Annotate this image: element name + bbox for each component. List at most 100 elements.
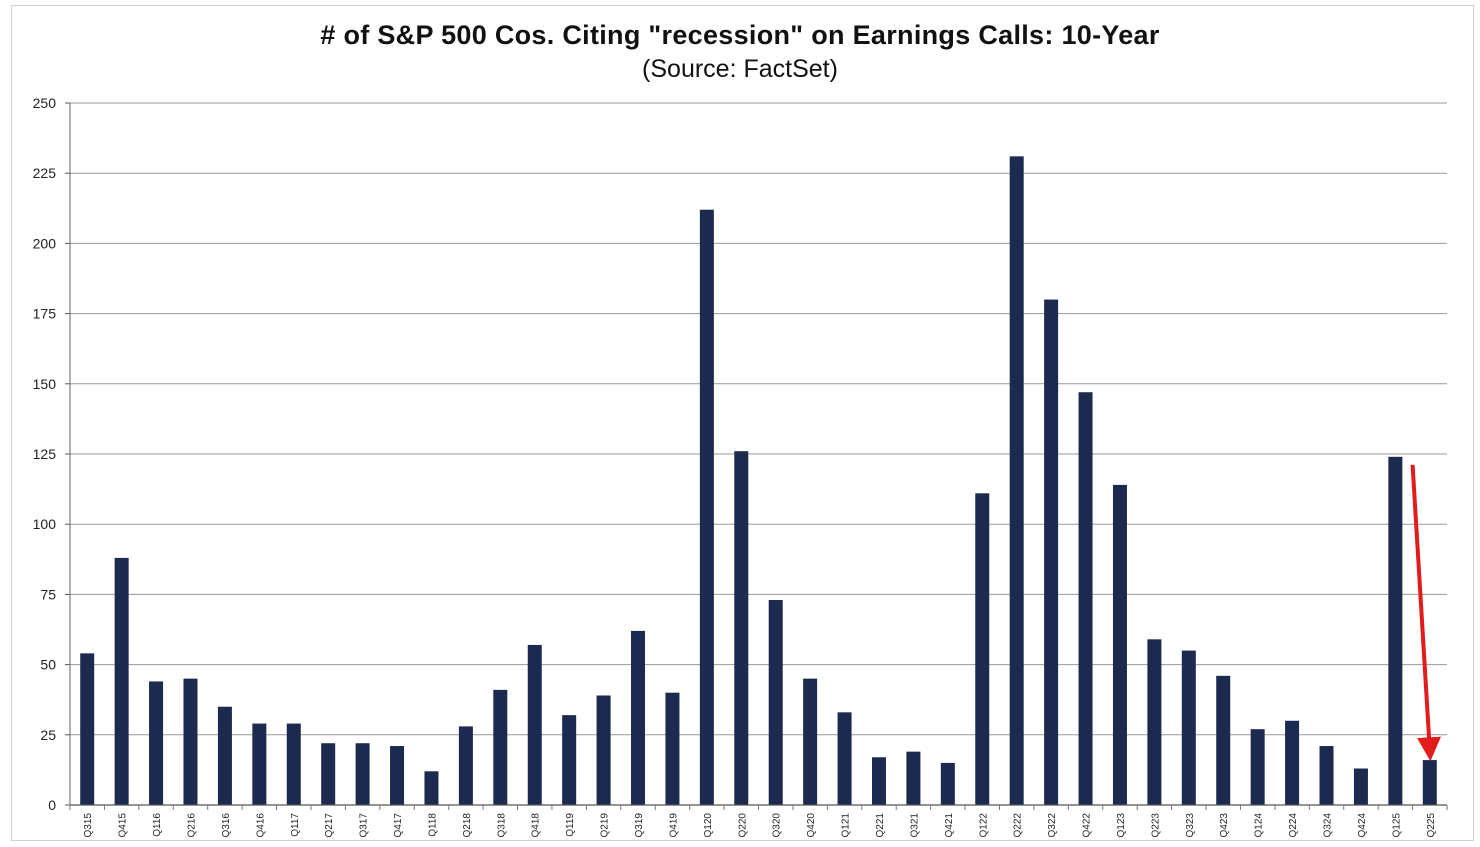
- bar-q318: [493, 689, 508, 805]
- bar-q416: [252, 723, 267, 805]
- x-tick-label: Q123: [1116, 813, 1127, 838]
- bar-q125: [1388, 456, 1403, 805]
- bar-q222: [1009, 156, 1024, 806]
- bar-q322: [1044, 299, 1059, 805]
- y-tick-label: 225: [33, 165, 57, 181]
- chart-subtitle: (Source: FactSet): [642, 55, 838, 83]
- x-tick-label: Q418: [531, 813, 542, 838]
- chart-title: # of S&P 500 Cos. Citing "recession" on …: [320, 20, 1160, 50]
- bar-q421: [940, 762, 955, 805]
- bar-q117: [286, 723, 301, 805]
- y-tick-label: 25: [40, 727, 56, 743]
- x-tick-label: Q222: [1013, 813, 1024, 838]
- x-tick-label: Q319: [634, 813, 645, 838]
- x-tick-label: Q322: [1047, 813, 1058, 838]
- x-tick-label: Q223: [1150, 813, 1161, 838]
- x-tick-label: Q220: [737, 813, 748, 838]
- bar-q219: [596, 695, 611, 805]
- bar-q420: [803, 678, 818, 805]
- x-tick-label: Q124: [1254, 813, 1265, 838]
- bar-q225: [1422, 760, 1437, 805]
- x-tick-label: Q121: [841, 813, 852, 838]
- x-tick-label: Q424: [1357, 813, 1368, 838]
- bar-q419: [665, 692, 680, 805]
- bar-q422: [1078, 392, 1093, 805]
- decline-arrow: [1410, 464, 1441, 762]
- x-tick-label: Q321: [909, 813, 920, 838]
- gridlines: [70, 102, 1447, 806]
- x-tick-label: Q117: [290, 813, 301, 837]
- x-tick-label: Q125: [1391, 813, 1402, 838]
- x-tick-label: Q219: [600, 813, 611, 838]
- bar-q223: [1147, 639, 1162, 805]
- bar-q418: [527, 644, 542, 805]
- x-tick-label: Q224: [1288, 813, 1299, 838]
- x-tick-label: Q419: [668, 813, 679, 838]
- x-tick-label: Q317: [359, 813, 370, 838]
- x-tick-label: Q415: [118, 813, 129, 838]
- x-tick-label: Q218: [462, 813, 473, 838]
- x-tick-label: Q315: [83, 813, 94, 838]
- y-tick-label: 100: [33, 516, 57, 532]
- y-tick-label: 250: [33, 95, 57, 111]
- x-tick-label: Q323: [1185, 813, 1196, 838]
- bar-q116: [149, 681, 164, 805]
- x-tick-label: Q221: [875, 813, 886, 838]
- y-tick-label: 75: [40, 586, 56, 602]
- x-tick-label: Q324: [1323, 813, 1334, 838]
- bar-q224: [1285, 720, 1300, 805]
- x-tick-label: Q417: [393, 813, 404, 838]
- x-tick-label: Q116: [152, 813, 163, 837]
- y-tick-label: 125: [33, 446, 57, 462]
- bar-q220: [734, 451, 749, 805]
- y-tick-label: 200: [33, 235, 57, 251]
- bar-q121: [837, 712, 852, 805]
- bar-q221: [871, 757, 886, 805]
- x-tick-label: Q318: [496, 813, 507, 838]
- x-tick-label: Q416: [255, 813, 266, 838]
- x-tick-label: Q423: [1219, 813, 1230, 838]
- bar-q119: [562, 715, 577, 805]
- bar-q423: [1216, 675, 1231, 805]
- bar-q321: [906, 751, 921, 805]
- bar-q317: [355, 743, 370, 805]
- bar-q123: [1112, 484, 1127, 805]
- x-tick-label: Q118: [427, 813, 438, 837]
- x-tick-label: Q422: [1082, 813, 1093, 838]
- x-tick-label: Q421: [944, 813, 955, 838]
- x-tick-label: Q122: [978, 813, 989, 838]
- bar-q319: [631, 630, 646, 805]
- x-tick-label: Q217: [324, 813, 335, 838]
- y-tick-label: 0: [48, 797, 56, 813]
- x-tick-label: Q320: [772, 813, 783, 838]
- axes: 0 25 50 75 100 125 150 175 200 225 250 Q315 Q415 Q116…: [33, 95, 1448, 838]
- bar-q315: [80, 653, 95, 805]
- y-tick-label: 175: [33, 306, 57, 322]
- y-tick-label: 50: [40, 657, 56, 673]
- chart-frame: [11, 5, 1474, 841]
- x-tick-label: Q420: [806, 813, 817, 838]
- bar-q320: [768, 600, 783, 805]
- bar-q217: [321, 743, 336, 805]
- x-tick-label: Q225: [1426, 813, 1437, 838]
- bar-q218: [458, 726, 473, 805]
- bar-q124: [1250, 729, 1265, 805]
- bar-q323: [1181, 650, 1196, 805]
- bar-q324: [1319, 746, 1334, 805]
- x-tick-label: Q119: [565, 813, 576, 837]
- x-tick-label: Q120: [703, 813, 714, 838]
- x-tick-label: Q216: [186, 813, 197, 838]
- bar-q120: [699, 209, 714, 806]
- bar-q316: [217, 706, 232, 805]
- bar-q417: [390, 746, 405, 805]
- bar-q216: [183, 678, 198, 805]
- bars: [80, 156, 1437, 806]
- bar-q424: [1353, 768, 1368, 805]
- x-tick-label: Q316: [221, 813, 232, 838]
- bar-q118: [424, 771, 439, 805]
- bar-q122: [975, 493, 990, 805]
- annotations: [1410, 464, 1441, 762]
- y-tick-label: 150: [33, 376, 57, 392]
- bar-q415: [114, 557, 129, 805]
